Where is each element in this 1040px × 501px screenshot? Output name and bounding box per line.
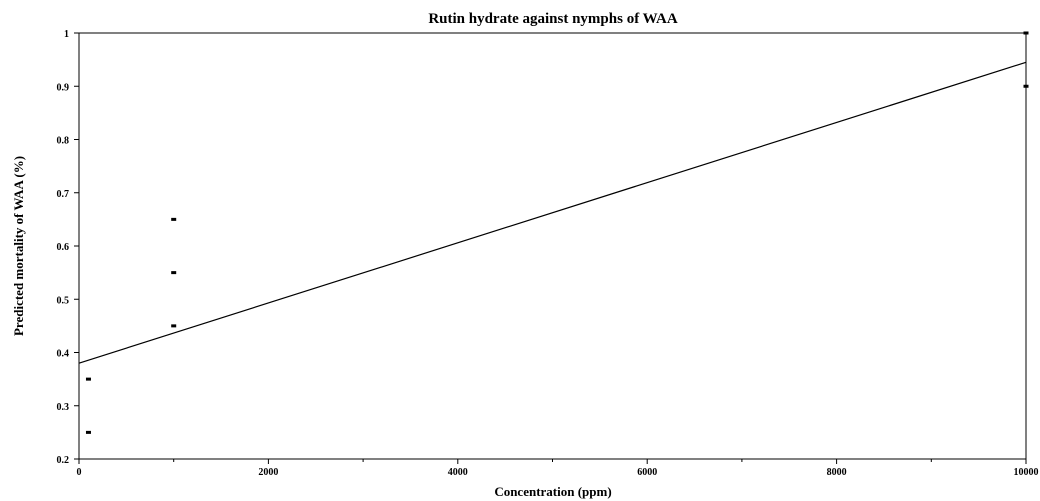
y-axis-label: Predicted mortality of WAA (%) (11, 156, 26, 336)
fit-line (78, 61, 1027, 364)
x-tick-label: 8000 (827, 467, 847, 478)
data-points (85, 31, 1029, 434)
y-tick-label: 0.2 (57, 455, 70, 466)
x-tick-label: 6000 (637, 467, 657, 478)
data-point (171, 324, 177, 328)
y-tick-label: 0.6 (57, 242, 70, 253)
y-tick-label: 0.4 (57, 349, 70, 360)
x-tick-label: 4000 (448, 467, 468, 478)
data-point (171, 217, 177, 221)
y-axis: 0.2 0.3 0.4 0.5 0.6 0.7 0.8 0.9 1 (57, 29, 79, 466)
y-tick-label: 0.3 (57, 402, 70, 413)
data-point (171, 271, 177, 275)
y-tick-label: 0.7 (57, 189, 70, 200)
data-point (1023, 84, 1029, 88)
x-axis: 0 2000 4000 6000 8000 10000 (77, 459, 1039, 478)
x-axis-label: Concentration (ppm) (494, 484, 611, 499)
data-point (85, 377, 91, 381)
y-tick-label: 0.9 (57, 82, 70, 93)
data-point (85, 430, 91, 434)
x-tick-label: 0 (77, 467, 82, 478)
data-point (1023, 31, 1029, 35)
y-tick-label: 0.5 (57, 295, 70, 306)
plot-frame (78, 32, 1027, 460)
y-tick-label: 1 (64, 29, 69, 40)
y-tick-label: 0.8 (57, 136, 70, 147)
x-tick-label: 2000 (258, 467, 278, 478)
x-tick-label: 10000 (1014, 467, 1039, 478)
chart-title: Rutin hydrate against nymphs of WAA (428, 11, 678, 27)
